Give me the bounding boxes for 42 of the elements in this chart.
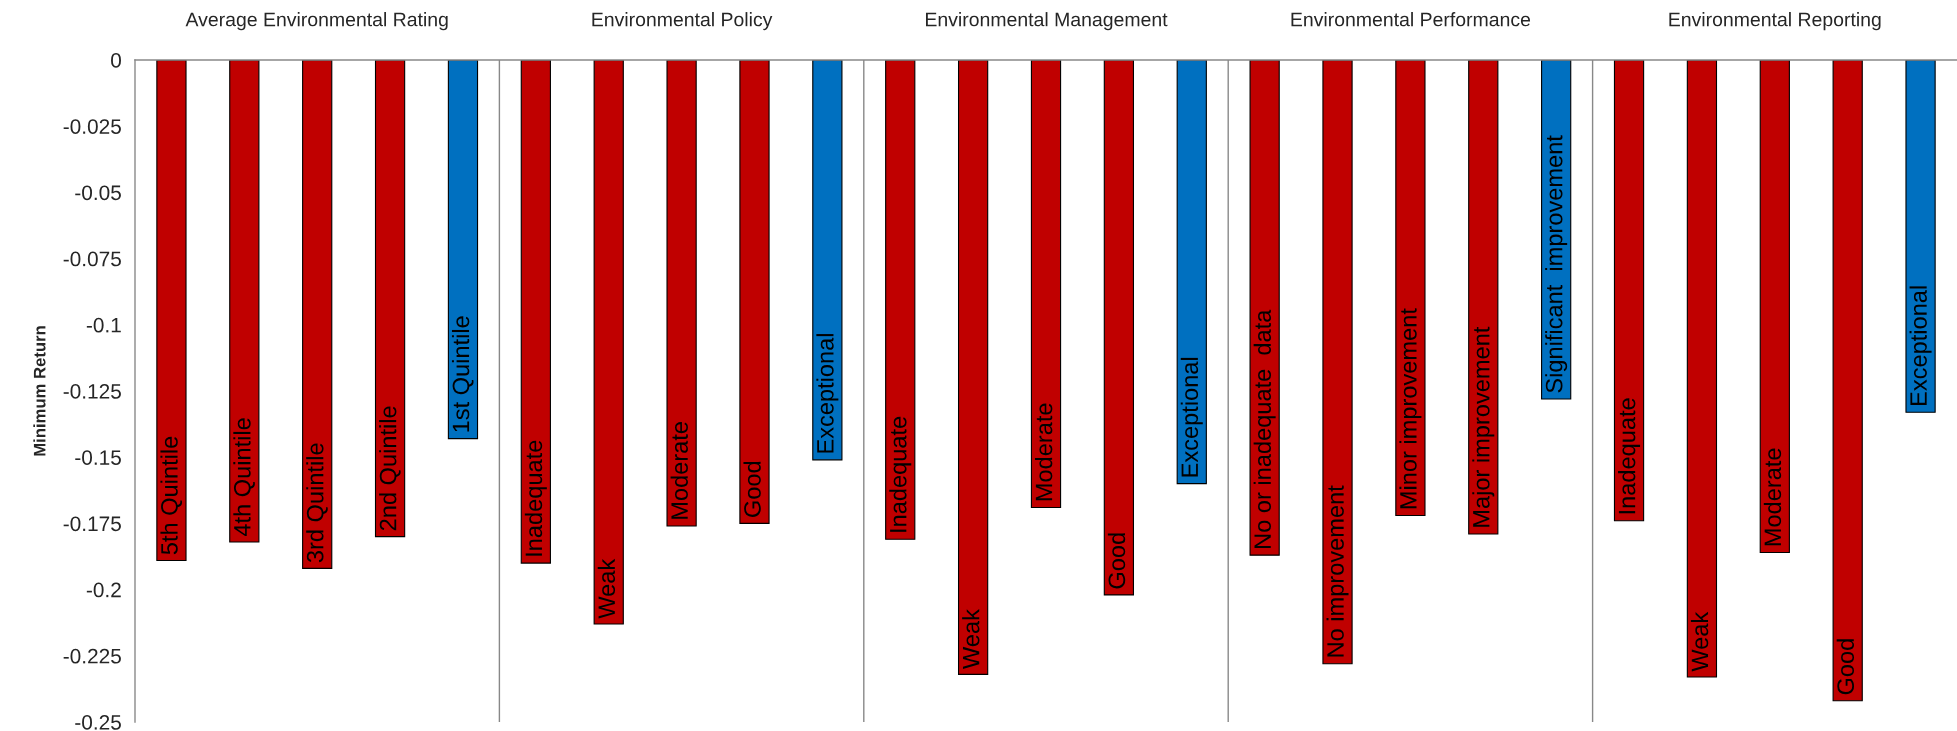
text: Environmental Management — [926, 12, 1168, 31]
y-tick-label: -0.075 — [63, 251, 121, 267]
y-tick-label: -0.25 — [75, 715, 121, 730]
x-tick-label: Moderate — [670, 422, 688, 519]
y-axis-title: Minimum Return — [33, 326, 46, 456]
x-tick-label: 2nd Quintile — [379, 406, 401, 531]
x-tick-label: Inadequate — [889, 416, 912, 532]
x-tick-label: Good — [743, 461, 761, 517]
y-tick-label: -0.05 — [75, 185, 121, 201]
text: Average Environmental Rating — [185, 12, 448, 31]
x-tick-label: 1st Quintile — [451, 316, 474, 432]
x-tick-label: Weak — [962, 609, 980, 669]
x-tick-label: Good — [1836, 639, 1855, 695]
x-tick-label: 4th Quintile — [233, 418, 255, 537]
y-tick-label: -0.175 — [63, 516, 121, 532]
x-tick-label: Exceptional — [816, 334, 839, 453]
x-tick-label: Inadequate — [524, 440, 547, 556]
y-tick-label: -0.2 — [86, 582, 121, 598]
y-tick-label: 0 — [111, 53, 121, 68]
y-tick-label: -0.1 — [86, 317, 121, 333]
y-tick-label: -0.15 — [75, 450, 121, 465]
x-tick-label: Minor improvement — [1399, 308, 1422, 509]
x-tick-label: No or inadequate data — [1253, 309, 1276, 548]
y-tick-label: -0.125 — [63, 384, 121, 399]
x-tick-label: Weak — [1690, 611, 1709, 672]
y-tick-label: -0.225 — [63, 648, 121, 664]
x-tick-label: No improvement — [1326, 485, 1349, 657]
x-tick-label: Major improvement — [1472, 326, 1495, 527]
x-tick-label: Significant improvement — [1545, 135, 1568, 393]
x-tick-label: Exceptional — [1909, 286, 1932, 405]
x-tick-label: Exceptional — [1180, 357, 1203, 477]
x-tick-label: Moderate — [1763, 448, 1782, 546]
x-tick-label: 3rd Quintile — [306, 443, 328, 563]
text: Environmental Performance — [1291, 12, 1531, 27]
x-tick-label: Inadequate — [1618, 398, 1641, 514]
x-tick-label: Good — [1107, 533, 1126, 589]
x-tick-label: 5th Quintile — [160, 436, 183, 555]
text: Environmental Reporting — [1669, 12, 1881, 31]
x-tick-label: Weak — [597, 558, 616, 619]
x-tick-label: Moderate — [1034, 403, 1053, 501]
text: Environmental Policy — [592, 12, 773, 31]
y-tick-label: -0.025 — [63, 119, 121, 134]
